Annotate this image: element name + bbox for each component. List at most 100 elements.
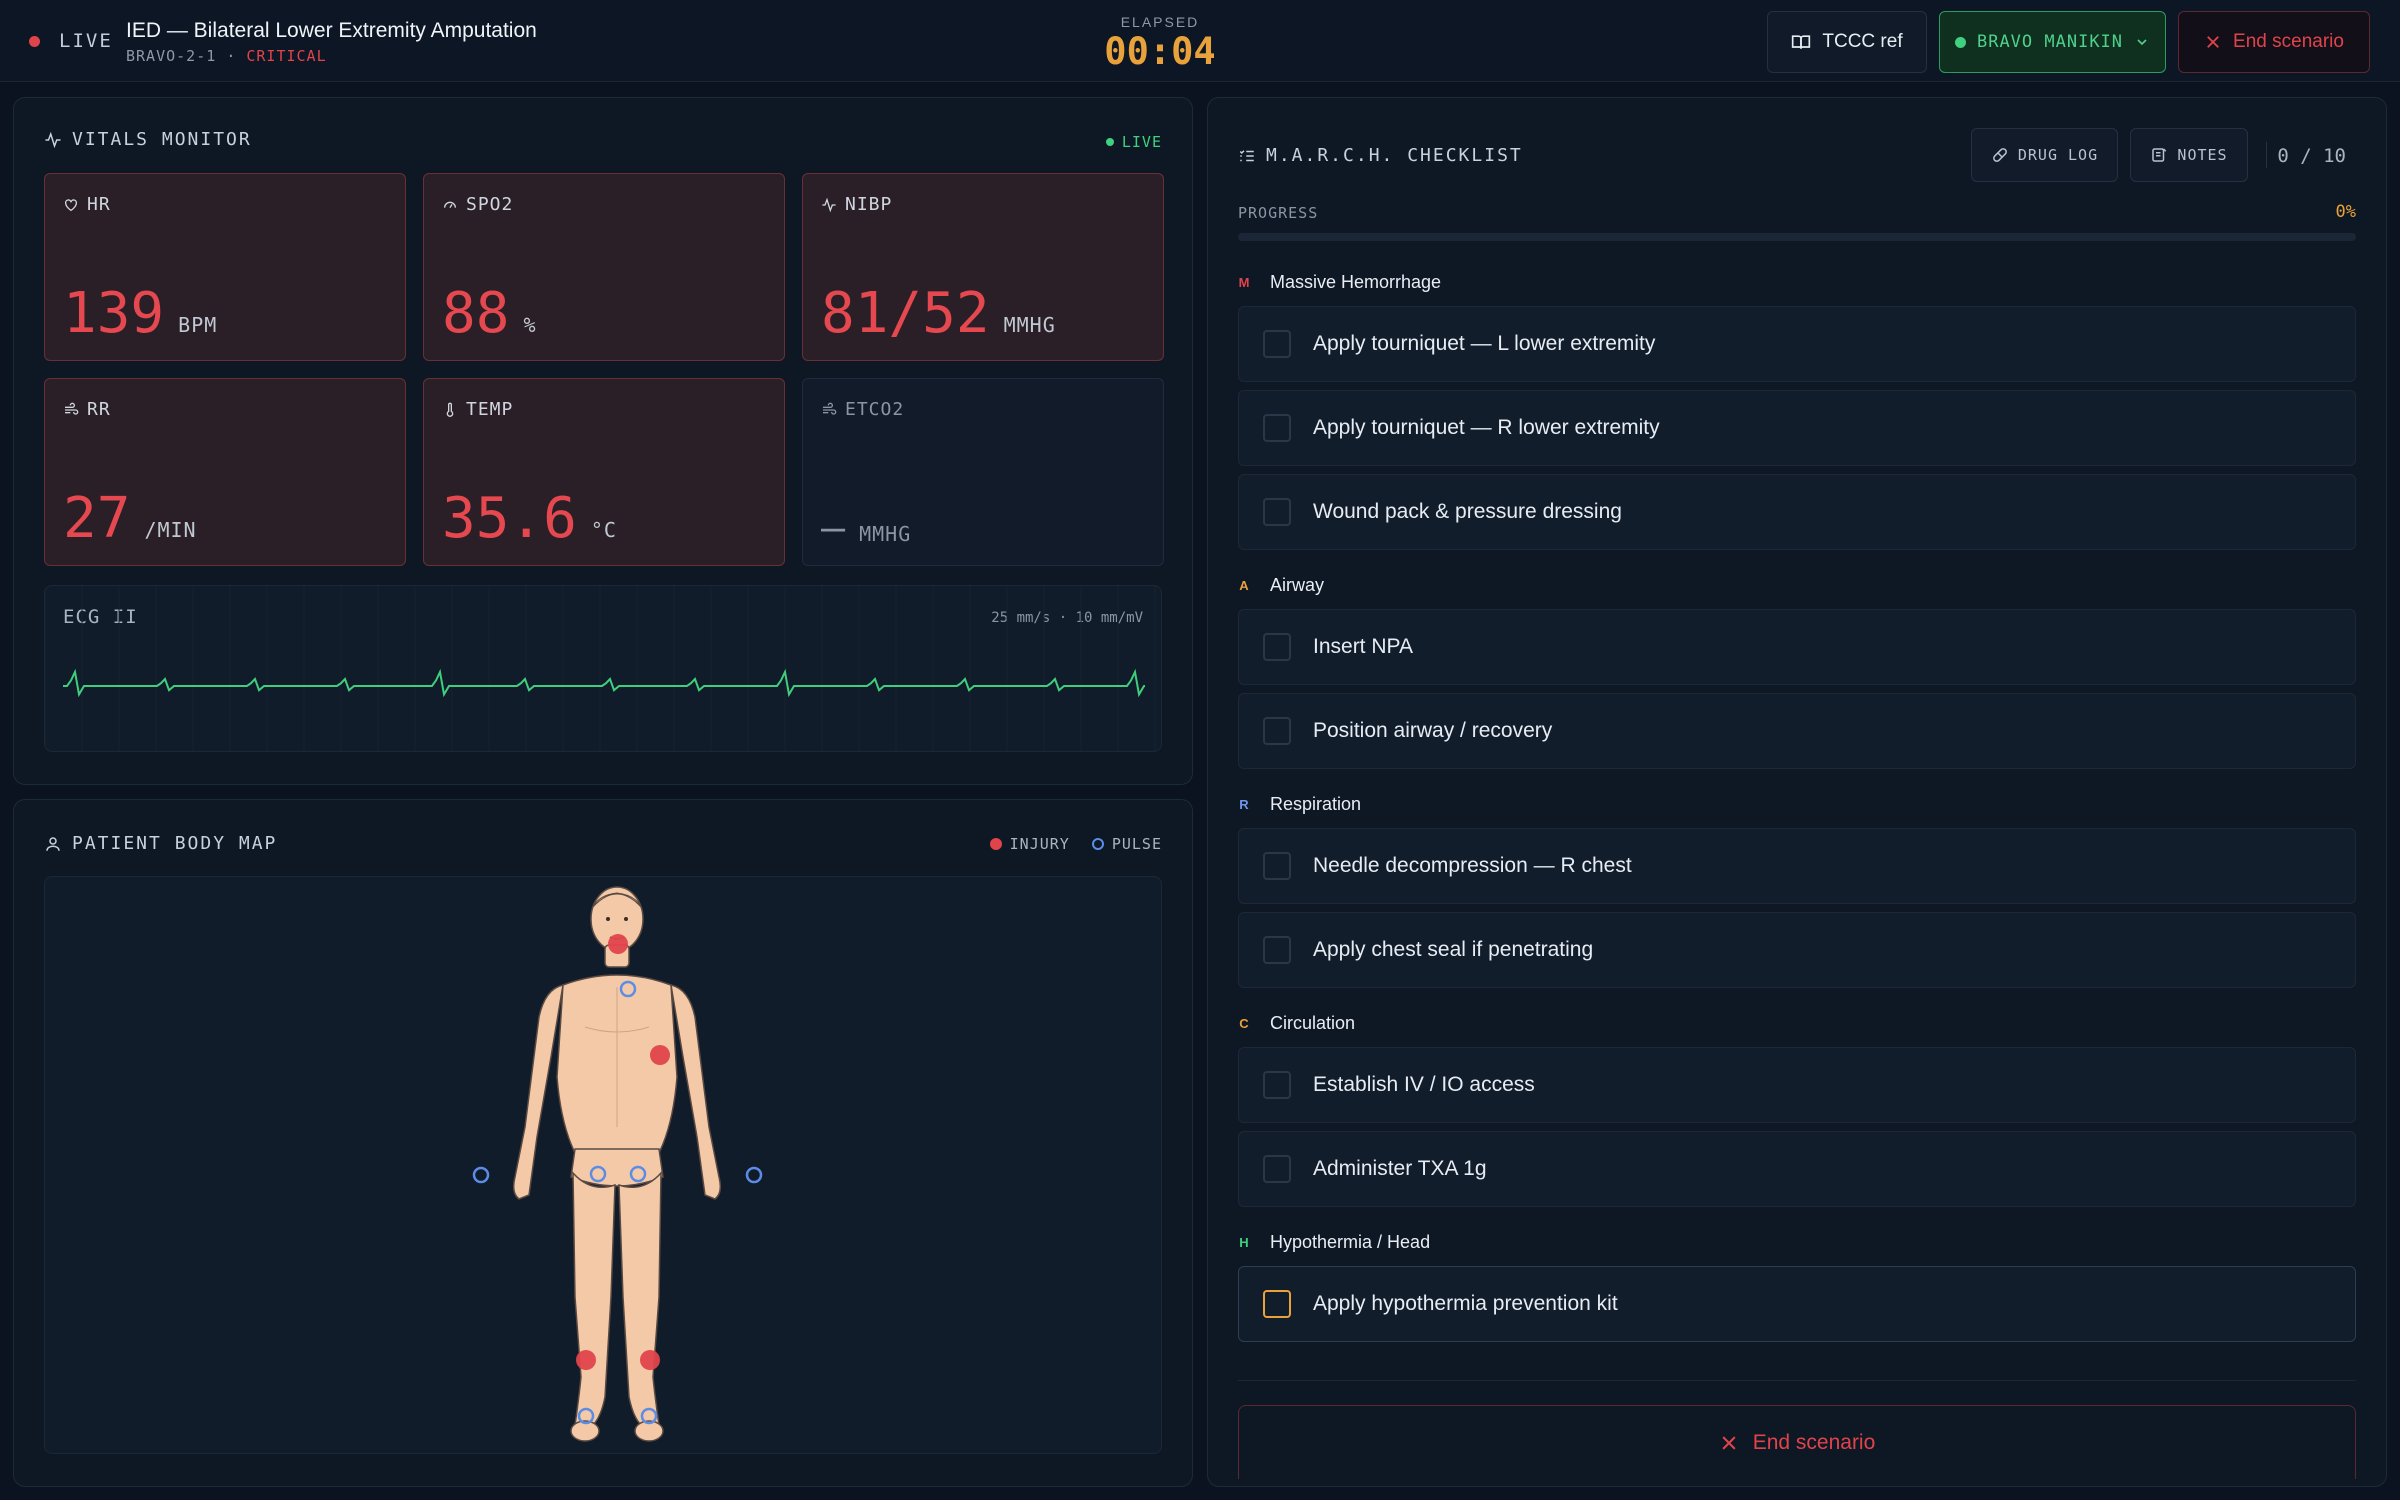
checklist-item[interactable]: Apply tourniquet — L lower extremity <box>1238 306 2356 382</box>
checkbox[interactable] <box>1263 633 1291 661</box>
checkbox[interactable] <box>1263 852 1291 880</box>
scenario-id: BRAVO-2-1 <box>126 47 217 65</box>
elapsed-label: ELAPSED <box>1120 14 1200 30</box>
user-icon <box>46 836 60 851</box>
checkbox[interactable] <box>1263 1290 1291 1318</box>
vital-label: RR <box>63 399 111 420</box>
section-circulation: C Circulation <box>1238 1013 1355 1034</box>
injury-marker-left-leg <box>576 1350 596 1370</box>
vitals-live-indicator: LIVE <box>1105 133 1162 151</box>
live-indicator-dot <box>29 36 40 47</box>
drug-log-button[interactable]: DRUG LOG <box>1971 128 2118 182</box>
body-map-header: PATIENT BODY MAP <box>44 833 277 854</box>
section-letter: M <box>1238 275 1250 290</box>
divider <box>1238 1380 2356 1381</box>
checkbox[interactable] <box>1263 1071 1291 1099</box>
pulse-point-right-radial <box>745 1166 763 1184</box>
checklist-item[interactable]: Establish IV / IO access <box>1238 1047 2356 1123</box>
item-label: Apply hypothermia prevention kit <box>1313 1292 1618 1315</box>
tccc-ref-label: TCCC ref <box>1822 31 1903 52</box>
patient-body-map-panel: PATIENT BODY MAP INJURY PULSE <box>13 799 1193 1487</box>
checklist-item[interactable]: Apply tourniquet — R lower extremity <box>1238 390 2356 466</box>
notes-label: NOTES <box>2177 146 2228 164</box>
pulse-point-left-pedal <box>577 1407 595 1425</box>
manikin-status-dot <box>1954 36 1966 48</box>
section-name: Respiration <box>1270 794 1362 814</box>
checklist-item[interactable]: Insert NPA <box>1238 609 2356 685</box>
legend-injury: INJURY <box>989 835 1070 853</box>
checklist-item[interactable]: Apply chest seal if penetrating <box>1238 912 2356 988</box>
vital-number: 88 <box>442 281 510 346</box>
wind-icon <box>65 402 79 415</box>
vital-label: ETCO2 <box>821 399 904 420</box>
vitals-title: VITALS MONITOR <box>72 129 252 150</box>
checklist-item[interactable]: Position airway / recovery <box>1238 693 2356 769</box>
checkbox[interactable] <box>1263 1155 1291 1183</box>
injury-markers <box>576 934 670 1370</box>
item-label: Establish IV / IO access <box>1313 1073 1535 1096</box>
drug-log-label: DRUG LOG <box>2017 146 2099 164</box>
vital-name: NIBP <box>845 194 893 215</box>
vital-number: 139 <box>63 281 165 346</box>
vitals-live-label: LIVE <box>1121 133 1162 151</box>
vital-number: 27 <box>63 486 131 551</box>
checklist-item[interactable]: Administer TXA 1g <box>1238 1131 2356 1207</box>
section-name: Airway <box>1270 575 1325 595</box>
notes-button[interactable]: NOTES <box>2130 128 2248 182</box>
checklist-item[interactable]: Needle decompression — R chest <box>1238 828 2356 904</box>
ecg-strip: ECG II 25 mm/s · 10 mm/mV <box>44 585 1162 752</box>
thermometer-icon <box>446 402 454 417</box>
checklist-count: 0 / 10 <box>2277 145 2346 167</box>
injury-marker-right-leg <box>640 1350 660 1370</box>
pulse-ring-icon <box>1091 838 1104 850</box>
body-map-legend: INJURY PULSE <box>989 835 1162 853</box>
checkbox[interactable] <box>1263 414 1291 442</box>
vital-unit: MMHG <box>859 522 912 546</box>
body-map-title: PATIENT BODY MAP <box>72 833 278 854</box>
checkbox[interactable] <box>1263 717 1291 745</box>
pulse-markers <box>472 980 763 1425</box>
item-label: Apply tourniquet — L lower extremity <box>1313 332 1656 355</box>
section-letter: H <box>1239 1235 1249 1250</box>
vital-card-rr: RR 27 /MIN <box>44 378 406 566</box>
ecg-waveform <box>45 586 1156 751</box>
item-label: Administer TXA 1g <box>1313 1157 1487 1180</box>
manikin-select[interactable]: BRAVO MANIKIN <box>1939 11 2166 73</box>
vital-number: 81/52 <box>821 281 990 346</box>
close-icon <box>1722 1435 1736 1450</box>
end-scenario-bottom-label: End scenario <box>1752 1430 1876 1454</box>
end-scenario-button[interactable]: End scenario <box>2178 11 2370 73</box>
vital-card-temp: TEMP 35.6 °C <box>423 378 785 566</box>
pulse-point-left-femoral <box>589 1165 607 1183</box>
vital-card-spo2: SPO2 88 % <box>423 173 785 361</box>
section-name: Hypothermia / Head <box>1270 1232 1431 1252</box>
legend-injury-label: INJURY <box>1009 835 1070 853</box>
checkbox[interactable] <box>1263 498 1291 526</box>
vital-unit: % <box>523 313 537 337</box>
vital-value: — MMHG <box>821 505 911 551</box>
injury-marker-chest <box>650 1045 670 1065</box>
vital-name: SPO2 <box>466 194 514 215</box>
checklist-item[interactable]: Wound pack & pressure dressing <box>1238 474 2356 550</box>
progress-percent: 0% <box>2335 202 2356 222</box>
vital-number: — <box>821 505 846 551</box>
vital-unit: °C <box>590 518 617 542</box>
tccc-ref-button[interactable]: TCCC ref <box>1767 11 1927 73</box>
pulse-point-right-femoral <box>629 1165 647 1183</box>
vital-name: ETCO2 <box>845 399 905 420</box>
vital-label: NIBP <box>821 194 892 215</box>
checklist-item[interactable]: Apply hypothermia prevention kit <box>1238 1266 2356 1342</box>
top-bar: LIVE IED — Bilateral Lower Extremity Amp… <box>0 0 2400 82</box>
item-label: Wound pack & pressure dressing <box>1313 500 1622 523</box>
vital-name: TEMP <box>466 399 514 420</box>
scenario-subtitle: BRAVO-2-1 · CRITICAL <box>126 47 327 65</box>
vital-value: 35.6 °C <box>442 486 617 551</box>
gauge-icon <box>444 201 456 208</box>
vital-unit: MMHG <box>1003 313 1056 337</box>
checkbox[interactable] <box>1263 936 1291 964</box>
end-scenario-bottom-button[interactable]: End scenario <box>1238 1405 2356 1479</box>
checkbox[interactable] <box>1263 330 1291 358</box>
pulse-point-carotid <box>619 980 637 998</box>
wind-icon <box>823 402 837 415</box>
vital-value: 139 BPM <box>63 281 217 346</box>
